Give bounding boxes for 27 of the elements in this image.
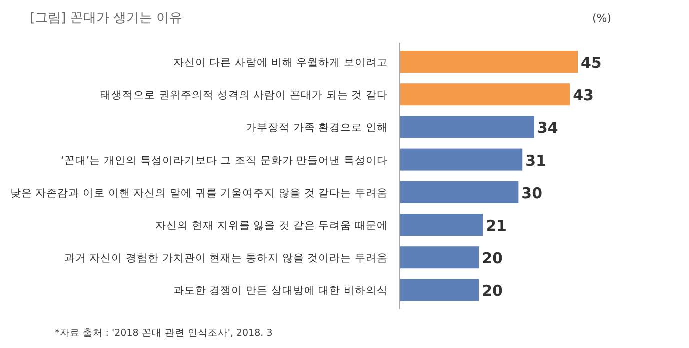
- text: [그림] 꼰대가 생기는 이유: [30, 11, 183, 26]
- data-label: 31: [526, 152, 546, 170]
- y-tick-label: 과거 자신이 경험한 가치관이 현재는 통하지 않을 것이라는 두려움: [64, 252, 388, 265]
- y-tick-label: 낮은 자존감과 이로 이핸 자신의 말에 귀를 기울여주지 않을 것 같다는 두려움: [10, 187, 388, 200]
- bar: [400, 84, 570, 106]
- data-label: 30: [522, 184, 543, 202]
- y-tick-label: 자신이 다른 사람에 비해 우월하게 보이려고: [173, 57, 388, 69]
- bar: [400, 116, 534, 138]
- y-tick-label: 자신의 현재 지위를 잃을 것 같은 두려움 때문에: [156, 220, 388, 232]
- bar: [400, 246, 480, 269]
- bar: [400, 51, 578, 73]
- data-label: 43: [573, 86, 594, 105]
- y-tick-label: 가부장적 가족 환경으로 인해: [246, 122, 388, 134]
- text: *자료 출처 : '2018 꼰대 관련 인식조사', 2018. 3: [55, 328, 273, 339]
- data-label: 20: [482, 250, 503, 268]
- y-tick-label: 태생적으로 권위주의적 성격의 사람이 꼰대가 되는 것 같다: [100, 90, 388, 102]
- data-label: 34: [537, 119, 558, 138]
- y-tick-label: 과도한 경쟁이 만든 상대방에 대한 비하의식: [173, 285, 388, 298]
- bar: [400, 214, 484, 236]
- bar: [400, 148, 523, 171]
- data-label: 45: [581, 54, 602, 72]
- x-axis-title: (%): [592, 12, 612, 25]
- data-label: 21: [486, 217, 507, 235]
- bar: [400, 279, 480, 302]
- y-tick-label: ‘꼰대’는 개인의 특성이라기보다 그 조직 문화가 만들어낸 특성이다: [60, 154, 388, 167]
- bar: [400, 181, 519, 204]
- data-label: 20: [482, 282, 503, 300]
